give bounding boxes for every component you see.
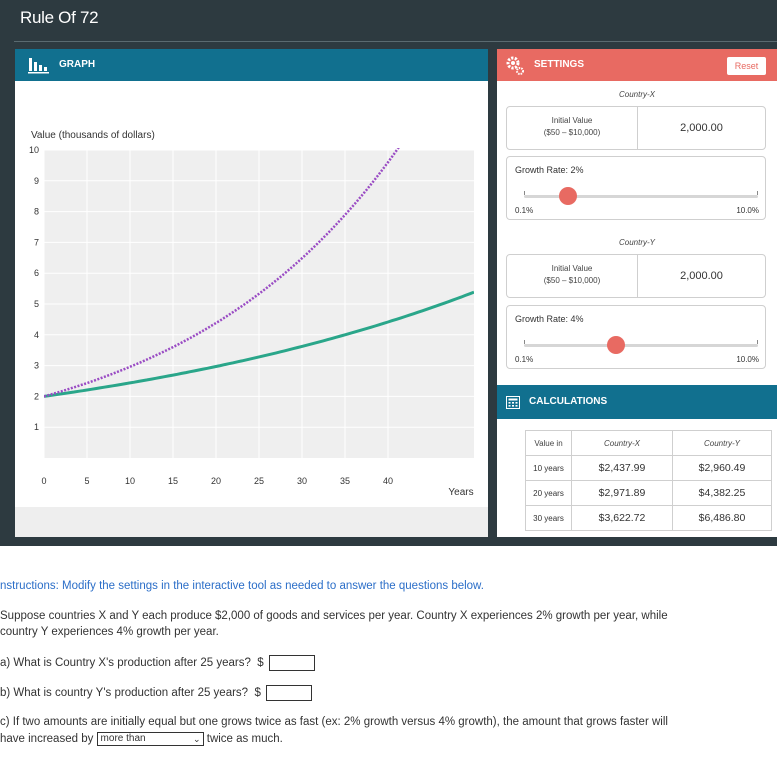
table-cell: 10 years bbox=[525, 455, 572, 481]
y-tick-label: 10 bbox=[29, 145, 39, 155]
reset-button[interactable]: Reset bbox=[727, 57, 766, 75]
x-tick-label: 10 bbox=[125, 476, 135, 486]
question-a-answer-input[interactable] bbox=[268, 655, 315, 671]
x-tick-label: 40 bbox=[383, 476, 393, 486]
table-cell: $6,486.80 bbox=[672, 505, 772, 531]
y-tick-label: 2 bbox=[34, 391, 39, 401]
dropdown-selected-value: more than bbox=[100, 733, 146, 744]
y-tick-label: 3 bbox=[34, 361, 39, 371]
y-tick-label: 7 bbox=[34, 237, 39, 247]
country-x-growth-slider-track[interactable] bbox=[524, 195, 758, 198]
slider-max-label: 10.0% bbox=[736, 206, 759, 215]
gear-icon bbox=[504, 54, 526, 81]
question-c-line-1: c) If two amounts are initially equal bu… bbox=[0, 716, 668, 728]
table-cell: $4,382.25 bbox=[672, 480, 772, 506]
country-y-growth-label: Growth Rate: 4% bbox=[515, 314, 584, 324]
y-tick-label: 6 bbox=[34, 268, 39, 278]
table-row: 10 years $2,437.99 $2,960.49 bbox=[525, 455, 772, 481]
x-tick-label: 30 bbox=[297, 476, 307, 486]
bar-chart-icon bbox=[28, 56, 50, 79]
y-tick-label: 9 bbox=[34, 176, 39, 186]
table-header-row: Value in Country-X Country-Y bbox=[525, 430, 772, 456]
column-header: Country-X bbox=[571, 430, 673, 456]
x-tick-label: 20 bbox=[211, 476, 221, 486]
column-header: Value in bbox=[525, 430, 572, 456]
calculations-header: CALCULATIONS bbox=[497, 385, 777, 419]
y-tick-label: 5 bbox=[34, 299, 39, 309]
question-intro-line-1: Suppose countries X and Y each produce $… bbox=[0, 610, 668, 622]
line-chart: Value (thousands of dollars) 1 2 3 4 5 6 7 8 9 10 0… bbox=[29, 130, 474, 498]
question-b-text: b) What is country Y's production after … bbox=[0, 687, 249, 700]
series-line-country-y bbox=[44, 148, 400, 398]
country-x-growth-label: Growth Rate: 2% bbox=[515, 165, 584, 175]
table-cell: $3,622.72 bbox=[571, 505, 673, 531]
country-x-settings-heading: Country-X bbox=[618, 90, 655, 99]
x-tick-label: 25 bbox=[254, 476, 264, 486]
question-a-text: a) What is Country X's production after … bbox=[0, 657, 251, 670]
settings-panel-title: SETTINGS bbox=[534, 59, 585, 70]
title-divider bbox=[14, 41, 777, 42]
calculator-icon bbox=[506, 396, 520, 414]
slider-min-label: 0.1% bbox=[515, 206, 534, 215]
slider-max-label: 10.0% bbox=[736, 355, 759, 364]
y-tick-label: 1 bbox=[34, 422, 39, 432]
chart-legend-strip bbox=[15, 507, 488, 537]
table-cell: 30 years bbox=[525, 505, 572, 531]
question-c-prefix: have increased by bbox=[0, 733, 94, 746]
question-c-suffix: twice as much. bbox=[206, 733, 283, 746]
country-y-growth-card: Growth Rate: 4% 0.1% 10.0% bbox=[506, 305, 766, 369]
table-row: 30 years $3,622.72 $6,486.80 bbox=[525, 505, 772, 531]
series-line-country-x bbox=[44, 290, 474, 398]
country-y-initial-value-field[interactable]: 2,000.00 bbox=[680, 270, 723, 282]
table-row: 20 years $2,971.89 $4,382.25 bbox=[525, 480, 772, 506]
calculations-title: CALCULATIONS bbox=[529, 396, 608, 407]
calculations-table: Value in Country-X Country-Y 10 years $2… bbox=[525, 430, 772, 531]
x-tick-label: 5 bbox=[84, 476, 89, 486]
question-b-answer-input[interactable] bbox=[266, 685, 313, 701]
country-x-initial-value-card: Initial Value ($50 – $10,000) 2,000.00 bbox=[506, 106, 766, 150]
x-tick-label: 15 bbox=[168, 476, 178, 486]
country-y-growth-slider-thumb[interactable] bbox=[607, 336, 626, 354]
x-axis-label: Years bbox=[448, 487, 473, 498]
question-intro-line-2: country Y experiences 4% growth per year… bbox=[0, 626, 219, 638]
settings-panel-header: SETTINGS Reset bbox=[497, 49, 777, 81]
settings-panel: SETTINGS Reset Country-X Initial Value (… bbox=[497, 49, 777, 537]
country-x-growth-card: Growth Rate: 2% 0.1% 10.0% bbox=[506, 156, 766, 220]
country-y-settings-heading: Country-Y bbox=[618, 238, 655, 247]
graph-panel-title: GRAPH bbox=[59, 59, 96, 70]
table-cell: $2,971.89 bbox=[571, 480, 673, 506]
y-axis-label: Value (thousands of dollars) bbox=[31, 130, 155, 141]
currency-symbol: $ bbox=[254, 687, 261, 700]
instructions-text: nstructions: Modify the settings in the … bbox=[0, 580, 484, 592]
app-window: Rule Of 72 GRAPH Value (thousands of dol… bbox=[0, 0, 777, 546]
country-x-initial-value-field[interactable]: 2,000.00 bbox=[680, 122, 723, 134]
country-y-growth-slider-track[interactable] bbox=[524, 344, 758, 347]
country-x-growth-slider-thumb[interactable] bbox=[559, 187, 578, 205]
x-tick-label: 0 bbox=[41, 476, 46, 486]
table-cell: 20 years bbox=[525, 480, 572, 506]
question-c-dropdown[interactable]: more than ⌄ bbox=[96, 732, 204, 746]
currency-symbol: $ bbox=[257, 657, 264, 670]
graph-panel-header: GRAPH bbox=[15, 49, 488, 81]
initial-value-label: Initial Value ($50 – $10,000) bbox=[507, 107, 638, 149]
question-a: a) What is Country X's production after … bbox=[0, 655, 315, 671]
question-b: b) What is country Y's production after … bbox=[0, 685, 313, 701]
table-cell: $2,960.49 bbox=[672, 455, 772, 481]
initial-value-label: Initial Value ($50 – $10,000) bbox=[507, 255, 638, 297]
country-y-initial-value-card: Initial Value ($50 – $10,000) 2,000.00 bbox=[506, 254, 766, 298]
column-header: Country-Y bbox=[672, 430, 772, 456]
table-cell: $2,437.99 bbox=[571, 455, 673, 481]
y-tick-label: 4 bbox=[34, 330, 39, 340]
x-tick-label: 35 bbox=[340, 476, 350, 486]
slider-min-label: 0.1% bbox=[515, 355, 534, 364]
graph-panel: GRAPH Value (thousands of dollars) 1 2 3 4 5 6… bbox=[15, 49, 488, 537]
app-title: Rule Of 72 bbox=[20, 8, 99, 27]
question-c-line-2: have increased by more than ⌄ twice as m… bbox=[0, 732, 283, 746]
y-tick-label: 8 bbox=[34, 207, 39, 217]
chevron-down-icon: ⌄ bbox=[193, 734, 201, 744]
